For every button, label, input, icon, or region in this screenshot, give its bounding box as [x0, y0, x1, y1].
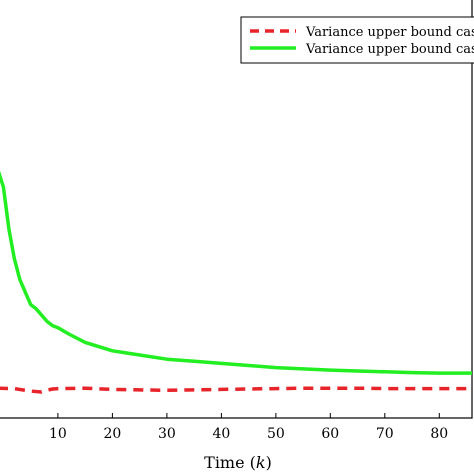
series-line-2	[0, 170, 472, 375]
x-axis-label-prefix: Time (	[204, 453, 256, 472]
x-tick-label: 10	[49, 426, 67, 442]
plot-frame	[0, 0, 473, 419]
legend: Variance upper bound case Variance upper…	[240, 16, 474, 64]
x-axis-ticks: 10 20 30 40 50 60 70 80	[49, 413, 448, 442]
x-tick-label: 20	[103, 426, 121, 442]
x-tick-label: 40	[212, 426, 230, 442]
x-tick-label: 50	[267, 426, 285, 442]
x-tick-label: 80	[430, 426, 448, 442]
legend-label-series-2: Variance upper bound case	[305, 42, 474, 57]
x-axis-label: Time (k)	[204, 453, 272, 472]
x-tick-label: 60	[321, 426, 339, 442]
x-tick-label: 30	[158, 426, 176, 442]
legend-label-series-1: Variance upper bound case	[305, 25, 474, 40]
x-axis-label-var: k	[256, 453, 266, 472]
series-layer	[0, 170, 472, 394]
x-tick-label: 70	[376, 426, 394, 442]
series-line-1	[0, 386, 472, 394]
legend-box	[240, 16, 474, 64]
x-axis-label-suffix: )	[266, 453, 272, 472]
